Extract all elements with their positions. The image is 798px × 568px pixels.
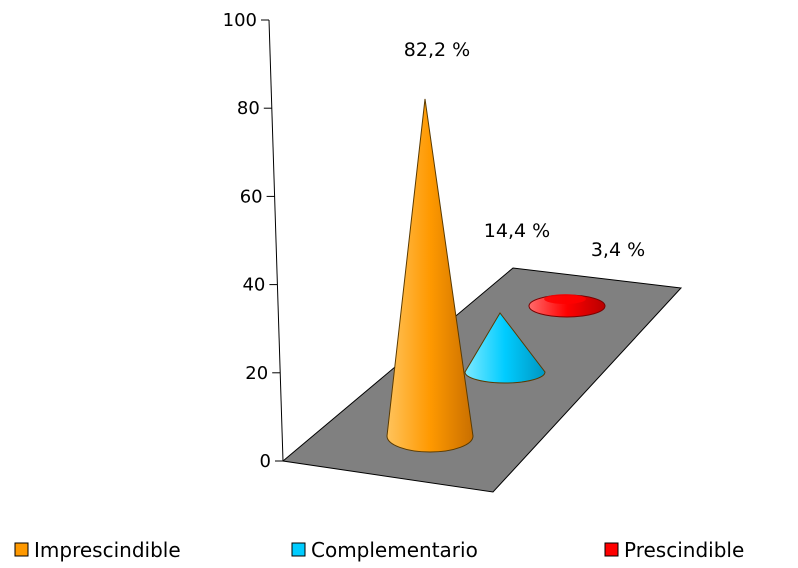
legend: Imprescindible Complementario Prescindible — [14, 538, 744, 562]
legend-label: Imprescindible — [34, 538, 181, 562]
data-labels: 82,2 % 14,4 % 3,4 % — [404, 39, 645, 261]
legend-item-prescindible: Prescindible — [604, 538, 744, 562]
y-tick-label: 0 — [260, 451, 271, 472]
legend-swatch — [14, 542, 29, 557]
cone-top — [544, 294, 586, 304]
cone-complementario — [464, 312, 546, 384]
y-tick-label: 60 — [240, 186, 263, 207]
legend-swatch — [291, 542, 306, 557]
y-axis-ticks: 0 20 40 60 80 100 — [223, 10, 283, 472]
data-label-complementario: 14,4 % — [484, 220, 550, 242]
y-tick-label: 80 — [237, 98, 260, 119]
cone-imprescindible — [386, 98, 474, 453]
cone-body — [464, 312, 546, 384]
data-label-imprescindible: 82,2 % — [404, 39, 470, 61]
y-axis-line — [268, 19, 284, 462]
legend-item-complementario: Complementario — [291, 538, 478, 562]
y-tick-label: 100 — [223, 10, 257, 31]
legend-swatch — [604, 542, 619, 557]
cone-series — [386, 98, 606, 453]
legend-label: Complementario — [311, 538, 478, 562]
data-label-prescindible: 3,4 % — [591, 239, 645, 261]
legend-label: Prescindible — [624, 538, 744, 562]
y-tick-label: 20 — [245, 363, 268, 384]
legend-item-imprescindible: Imprescindible — [14, 538, 181, 562]
cone-prescindible — [528, 294, 606, 318]
cone-body — [386, 98, 474, 453]
y-tick-label: 40 — [242, 275, 265, 296]
